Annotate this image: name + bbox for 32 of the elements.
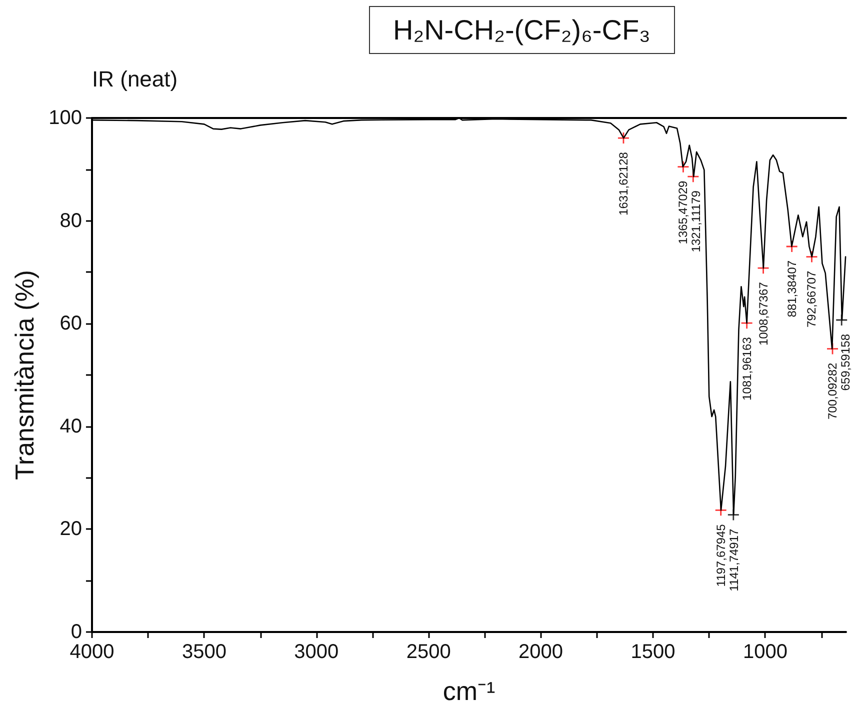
x-tick-label: 1000 [742, 641, 788, 663]
annotation: 792,66707 [804, 270, 819, 328]
x-tick-label: 1500 [630, 641, 676, 663]
x-tick-label: 2500 [406, 641, 451, 663]
y-tick-label: 100 [48, 107, 82, 129]
annotation: 1321,11179 [689, 190, 704, 252]
point [806, 250, 818, 263]
annotation: 1631,62128 [616, 152, 630, 216]
annotation: 1365,47029 [676, 180, 690, 244]
annotation: 881,38407 [784, 260, 799, 318]
annotation: 1197,67945 [714, 524, 728, 587]
x-tick-label: 3500 [182, 641, 226, 663]
annotation: 1141,74917 [726, 528, 741, 592]
annotation: 659,59158 [838, 334, 853, 391]
x-tick-label: 3000 [294, 641, 339, 663]
annotation: 1081,96163 [740, 336, 754, 400]
x-tick-label: 4000 [70, 641, 114, 663]
y-tick-label: 80 [60, 210, 82, 232]
y-tick-label: 40 [60, 415, 82, 438]
point [727, 508, 740, 522]
annotation: 1008,67367 [756, 282, 770, 346]
y-tick-label: 20 [60, 518, 82, 540]
y-tick-label: 60 [60, 312, 82, 335]
chart-title: H₂N-CH₂-(CF₂)₆-CF₃ [393, 14, 650, 46]
x-axis-title: cm⁻¹ [442, 676, 496, 706]
y-axis-title: Transmitància (%) [10, 270, 40, 480]
point [617, 132, 630, 144]
point [677, 160, 690, 174]
chart-subtitle: IR (neat) [92, 66, 178, 92]
y-tick-label: 0 [70, 621, 82, 643]
annotation: 700,09282 [826, 362, 840, 420]
x-tick-label: 2000 [518, 641, 564, 663]
